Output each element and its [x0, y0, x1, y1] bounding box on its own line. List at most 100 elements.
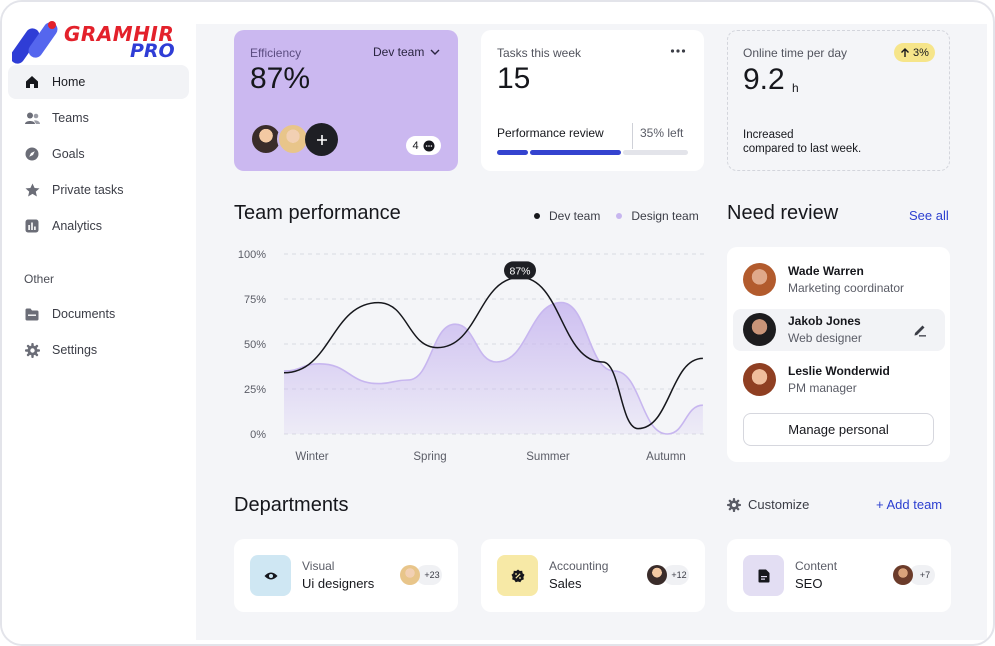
- document-icon: [743, 555, 784, 596]
- review-person-row[interactable]: Leslie Wonderwid PM manager: [733, 359, 945, 401]
- y-tick-label: 0%: [250, 429, 266, 441]
- logo-word-secondary: PRO: [130, 40, 175, 62]
- chart-tooltip: 87%: [504, 261, 536, 280]
- department-category: Content: [795, 559, 838, 573]
- y-tick-label: 50%: [244, 339, 266, 351]
- home-icon: [24, 74, 40, 90]
- edit-pencil-icon[interactable]: [913, 323, 927, 337]
- department-category: Visual: [302, 559, 335, 573]
- legend-item[interactable]: Design team: [631, 209, 699, 223]
- person-role: Marketing coordinator: [788, 281, 905, 295]
- compass-icon: [24, 146, 40, 162]
- more-options-button[interactable]: [670, 44, 686, 62]
- progress-fill-segment: [530, 150, 621, 155]
- trend-badge: 3%: [894, 43, 935, 62]
- tasks-label: Tasks this week: [497, 46, 582, 60]
- department-card[interactable]: Content SEO +7: [727, 539, 951, 612]
- person-name: Leslie Wonderwid: [788, 364, 890, 378]
- brand-logo[interactable]: GRAMHIR PRO: [10, 20, 187, 66]
- department-name: SEO: [795, 576, 823, 591]
- efficiency-value: 87%: [250, 62, 311, 95]
- tooltip-background: [504, 261, 536, 280]
- star-icon: [24, 182, 40, 198]
- online-unit: h: [792, 81, 799, 95]
- department-card[interactable]: Accounting Sales +12: [481, 539, 705, 612]
- person-role: Web designer: [788, 331, 862, 345]
- chevron-down-icon: [430, 49, 440, 55]
- progress-bar: [497, 150, 688, 155]
- department-card[interactable]: Visual Ui designers +23: [234, 539, 458, 612]
- online-time-card: Online time per day 3% 9.2 h Increased c…: [727, 30, 950, 171]
- comment-count: 4: [412, 139, 419, 152]
- sidebar: GRAMHIR PRO Home Teams Goals Private: [2, 2, 196, 644]
- online-note: Increased: [743, 129, 794, 141]
- sidebar-item-analytics[interactable]: Analytics: [8, 209, 189, 243]
- see-all-link[interactable]: See all: [909, 208, 949, 223]
- y-tick-label: 25%: [244, 384, 266, 396]
- performance-chart: 100% 75% 50% 25% 0% Winter Spring Summer Autumn…: [238, 249, 704, 463]
- sidebar-item-label: Home: [52, 75, 86, 89]
- comments-badge[interactable]: 4: [406, 136, 441, 155]
- plus-icon: [316, 134, 327, 145]
- sidebar-item-documents[interactable]: Documents: [8, 297, 189, 331]
- sidebar-item-private-tasks[interactable]: Private tasks: [8, 173, 189, 207]
- y-tick-label: 75%: [244, 294, 266, 306]
- legend-item[interactable]: Dev team: [549, 209, 601, 223]
- chart-legend: Dev team Design team: [534, 209, 699, 223]
- avatar: [400, 565, 420, 585]
- avatar: [743, 363, 776, 396]
- person-role: PM manager: [788, 381, 857, 395]
- member-count-badge: +12: [663, 565, 689, 585]
- main-content: Efficiency Dev team 87% 4 Tasks this wee…: [196, 24, 987, 640]
- eye-icon: [250, 555, 291, 596]
- gear-icon: [24, 342, 40, 358]
- progress-track: [623, 150, 688, 155]
- avatar: [647, 565, 667, 585]
- customize-label: Customize: [748, 497, 810, 512]
- progress-divider: [632, 123, 633, 149]
- sidebar-item-settings[interactable]: Settings: [8, 333, 189, 367]
- progress-label: Performance review: [497, 126, 604, 140]
- manage-personal-button[interactable]: Manage personal: [743, 413, 934, 446]
- departments-title: Departments: [234, 494, 349, 516]
- avatar: [743, 313, 776, 346]
- add-member-button[interactable]: [305, 123, 338, 156]
- department-name: Sales: [549, 576, 582, 591]
- x-tick-label: Spring: [413, 451, 446, 463]
- customize-button[interactable]: Customize: [727, 497, 809, 512]
- x-tick-label: Winter: [295, 451, 328, 463]
- efficiency-label: Efficiency: [250, 46, 302, 60]
- sidebar-item-label: Teams: [52, 111, 89, 125]
- department-name: Ui designers: [302, 576, 375, 591]
- tooltip-label: 87%: [509, 265, 530, 277]
- sidebar-item-label: Goals: [52, 147, 85, 161]
- progress-remaining: 35% left: [640, 126, 684, 140]
- avatar: [743, 263, 776, 296]
- add-team-link[interactable]: + Add team: [876, 497, 943, 512]
- member-count-badge: +7: [909, 565, 935, 585]
- person-name: Jakob Jones: [788, 314, 861, 328]
- percent-badge-icon: [497, 555, 538, 596]
- tasks-card: Tasks this week 15 Performance review 35…: [481, 30, 704, 171]
- team-select-value: Dev team: [373, 45, 425, 59]
- avatar: [893, 565, 913, 585]
- online-value: 9.2: [743, 63, 785, 96]
- sidebar-item-teams[interactable]: Teams: [8, 101, 189, 135]
- team-select[interactable]: Dev team: [373, 45, 440, 59]
- online-label: Online time per day: [743, 46, 848, 60]
- design-team-area: [284, 302, 703, 434]
- review-person-row[interactable]: Wade Warren Marketing coordinator: [733, 259, 945, 301]
- sidebar-item-label: Analytics: [52, 219, 103, 233]
- more-horizontal-icon: [670, 49, 686, 53]
- progress-fill-segment: [497, 150, 528, 155]
- folder-icon: [24, 306, 40, 322]
- x-tick-label: Summer: [526, 451, 570, 463]
- review-person-row[interactable]: Jakob Jones Web designer: [733, 309, 945, 351]
- sidebar-item-goals[interactable]: Goals: [8, 137, 189, 171]
- trend-value: 3%: [913, 46, 929, 59]
- sidebar-item-label: Settings: [52, 343, 98, 357]
- online-note: compared to last week.: [743, 143, 862, 155]
- sidebar-item-home[interactable]: Home: [8, 65, 189, 99]
- gear-icon: [727, 497, 741, 512]
